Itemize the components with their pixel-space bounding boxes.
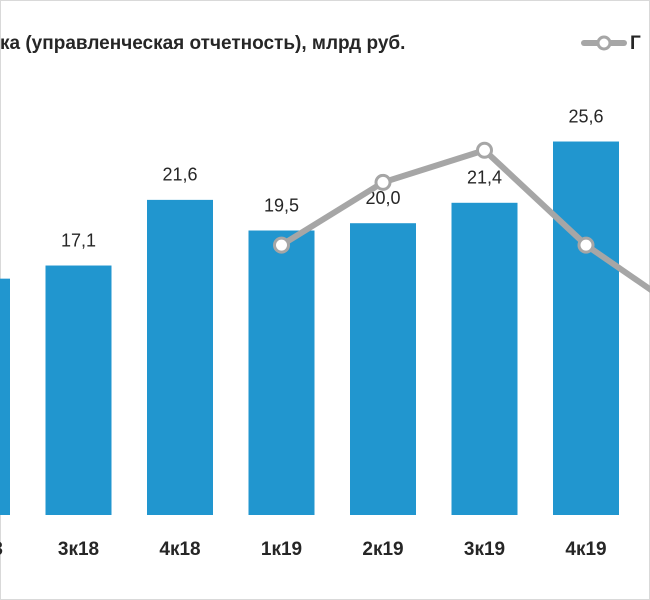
x-tick-label: 3к19 (464, 539, 505, 560)
chart-title: ка (управленческая отчетность), млрд руб… (0, 33, 405, 54)
bar (248, 230, 315, 515)
x-tick-label: 1к19 (261, 539, 302, 560)
bar (45, 265, 112, 515)
value-label: 25,6 (568, 106, 603, 126)
value-label: 21,4 (467, 168, 502, 188)
x-tick-label: 3 (0, 539, 3, 560)
bar (350, 223, 416, 515)
x-tick-label: 3к18 (58, 539, 99, 560)
value-label: 21,6 (162, 165, 197, 185)
bar (147, 199, 213, 515)
bar (553, 141, 619, 516)
line-marker (476, 141, 493, 159)
value-label: 19,5 (264, 195, 299, 215)
value-label: 17,1 (61, 230, 96, 250)
legend-marker (596, 35, 612, 51)
line-marker (577, 236, 595, 254)
x-tick-label: 4к18 (159, 539, 200, 560)
line-marker (374, 173, 392, 191)
bar (451, 202, 518, 515)
bar (0, 278, 10, 515)
legend-label: Г (630, 33, 641, 54)
line-marker (273, 236, 290, 254)
x-tick-label: 2к19 (362, 539, 403, 560)
value-label: 20,0 (365, 188, 400, 208)
x-tick-label: 4к19 (565, 539, 606, 560)
